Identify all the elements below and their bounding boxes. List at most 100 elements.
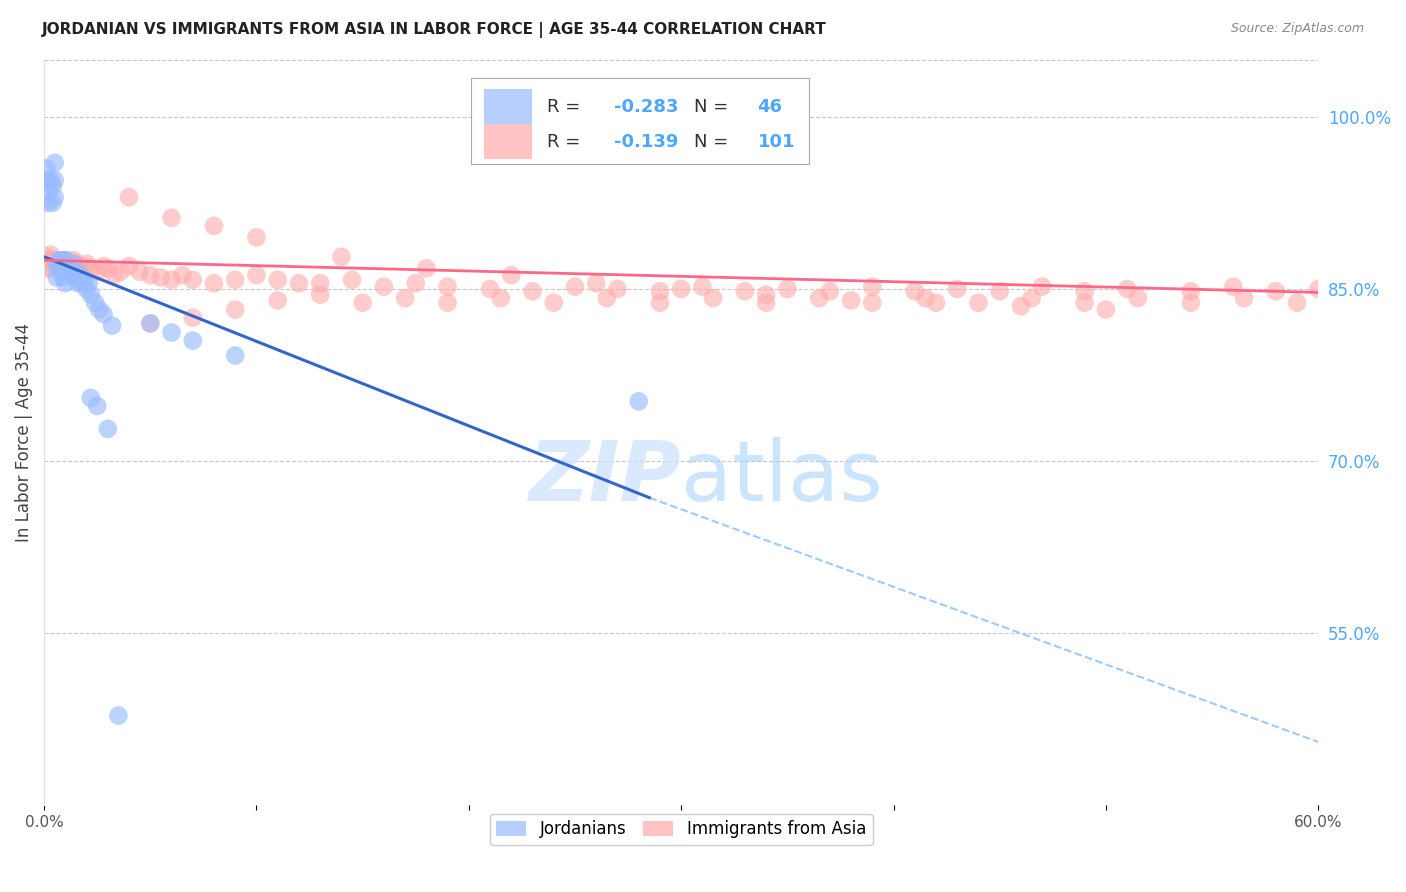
Point — [128, 265, 150, 279]
Point — [35, 161, 58, 176]
Point — [522, 285, 544, 299]
Point — [543, 295, 565, 310]
Point — [110, 265, 132, 279]
Point — [1180, 285, 1202, 299]
Point — [84, 295, 107, 310]
Point — [41, 178, 63, 193]
Point — [58, 257, 80, 271]
Point — [436, 279, 458, 293]
Point — [67, 277, 90, 291]
Point — [1073, 285, 1095, 299]
Point — [48, 259, 70, 273]
Point — [224, 273, 246, 287]
Text: atlas: atlas — [681, 436, 883, 517]
Point — [330, 250, 353, 264]
Text: ZIP: ZIP — [529, 436, 681, 517]
FancyBboxPatch shape — [471, 78, 808, 164]
Point — [988, 285, 1011, 299]
Point — [39, 173, 62, 187]
Point — [49, 265, 72, 279]
Point — [86, 399, 108, 413]
Point — [58, 261, 80, 276]
Point — [839, 293, 862, 308]
Point — [56, 253, 79, 268]
Point — [97, 261, 120, 276]
Text: -0.283: -0.283 — [613, 97, 678, 116]
Point — [139, 317, 162, 331]
Point — [967, 295, 990, 310]
Point — [101, 318, 124, 333]
Point — [245, 230, 267, 244]
Text: R =: R = — [547, 97, 586, 116]
Point — [245, 268, 267, 283]
Point — [172, 268, 194, 283]
Point — [107, 708, 129, 723]
Point — [44, 253, 66, 268]
Point — [914, 291, 936, 305]
Point — [692, 279, 714, 293]
Point — [606, 282, 628, 296]
Point — [669, 282, 692, 296]
Point — [44, 156, 66, 170]
Point — [118, 259, 141, 273]
Text: Source: ZipAtlas.com: Source: ZipAtlas.com — [1230, 22, 1364, 36]
Point — [76, 282, 98, 296]
Point — [35, 173, 58, 187]
Point — [53, 259, 76, 273]
Point — [160, 211, 183, 225]
Point — [52, 253, 75, 268]
Point — [41, 196, 63, 211]
Point — [35, 250, 58, 264]
Point — [224, 349, 246, 363]
Point — [352, 295, 374, 310]
Point — [45, 270, 67, 285]
Point — [501, 268, 523, 283]
Point — [49, 253, 72, 268]
Point — [702, 291, 724, 305]
Point — [118, 190, 141, 204]
Point — [181, 334, 204, 348]
Point — [267, 293, 290, 308]
Point — [44, 173, 66, 187]
Point — [69, 268, 91, 283]
Point — [73, 273, 96, 287]
Point — [1073, 295, 1095, 310]
Point — [35, 261, 58, 276]
Point — [139, 268, 162, 283]
Point — [489, 291, 512, 305]
Point — [734, 285, 756, 299]
Point — [139, 317, 162, 331]
Text: 46: 46 — [758, 97, 783, 116]
Point — [596, 291, 619, 305]
Point — [160, 326, 183, 340]
Point — [80, 261, 103, 276]
Point — [149, 270, 172, 285]
Point — [1126, 291, 1149, 305]
Point — [904, 285, 927, 299]
Point — [309, 277, 332, 291]
Point — [267, 273, 290, 287]
Point — [1222, 279, 1244, 293]
Point — [648, 285, 671, 299]
Point — [52, 253, 75, 268]
Point — [1308, 282, 1330, 296]
Point — [39, 247, 62, 261]
Point — [394, 291, 416, 305]
Point — [925, 295, 948, 310]
Point — [627, 394, 650, 409]
Point — [415, 261, 437, 276]
Point — [373, 279, 395, 293]
Point — [1021, 291, 1043, 305]
Point — [67, 261, 90, 276]
Point — [1010, 299, 1032, 313]
Point — [808, 291, 831, 305]
Point — [37, 185, 59, 199]
Point — [946, 282, 969, 296]
Point — [72, 277, 94, 291]
Point — [1095, 302, 1118, 317]
Point — [1031, 279, 1053, 293]
FancyBboxPatch shape — [484, 124, 531, 160]
Point — [63, 257, 86, 271]
Point — [76, 257, 98, 271]
Point — [224, 302, 246, 317]
